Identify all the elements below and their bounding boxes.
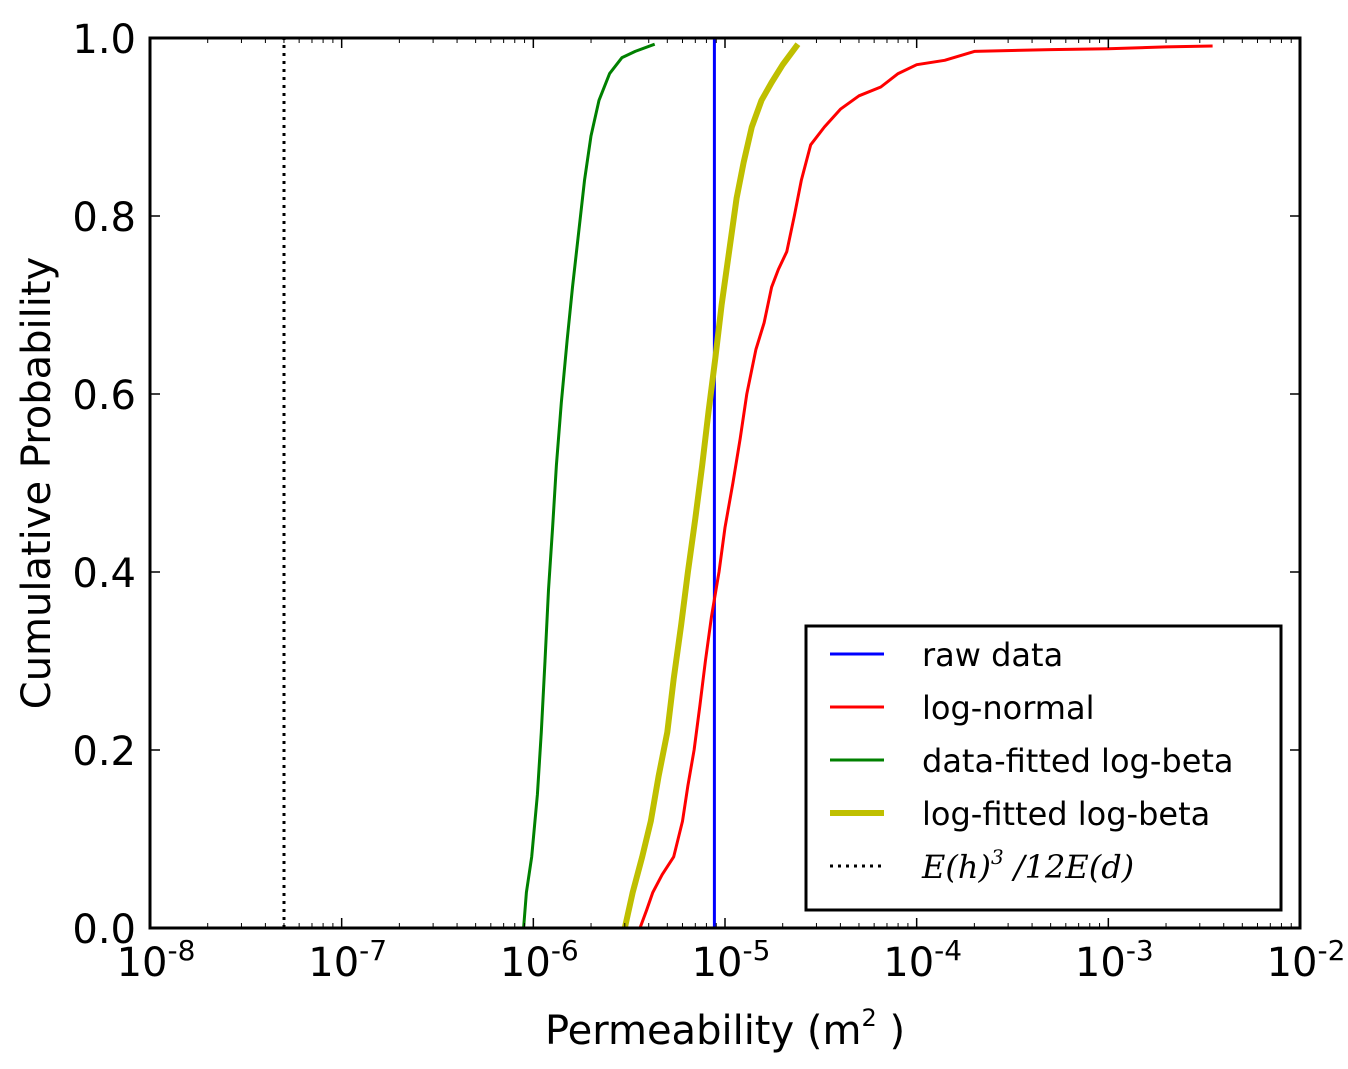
x-tick-label-3: 10-5: [692, 934, 771, 986]
x-tick-base: 10: [692, 940, 743, 986]
ticks-layer: [149, 37, 1301, 929]
series-line-3: [621, 42, 801, 929]
x-tick-label-4: 10-4: [883, 934, 962, 986]
series-line-1: [638, 44, 1213, 929]
legend-math-main: E(h): [921, 848, 991, 886]
legend: raw data log-normal data-fitted log-beta lo…: [804, 624, 1283, 912]
legend-math-rest: /12E(d): [1004, 848, 1134, 886]
legend-label-3: log-fitted log-beta: [922, 795, 1210, 833]
x-tick-labels: 10-8 10-7 10-6 10-5 10-4 10-3 10-2: [117, 934, 1346, 986]
y-tick-label-0: 0.0: [72, 907, 136, 953]
x-tick-exponent: -8: [167, 934, 195, 967]
x-axis-label: Permeability (m2 ): [545, 1004, 905, 1054]
x-tick-exponent: -4: [934, 934, 962, 967]
x-tick-base: 10: [1075, 940, 1126, 986]
x-tick-label-1: 10-7: [308, 934, 387, 986]
legend-math-sup: 3: [991, 845, 1004, 869]
x-tick-exponent: -3: [1126, 934, 1154, 967]
y-tick-label-1: 0.2: [72, 729, 136, 775]
x-tick-base: 10: [117, 940, 168, 986]
y-tick-label-4: 0.8: [72, 195, 136, 241]
y-tick-label-5: 1.0: [72, 17, 136, 63]
x-axis-label-sup: 2: [861, 1004, 876, 1032]
legend-items: raw data log-normal data-fitted log-beta lo…: [830, 636, 1234, 886]
x-axis-label-text: Permeability (m: [545, 1008, 862, 1054]
legend-label-0: raw data: [922, 636, 1063, 674]
y-tick-labels: 0.0 0.2 0.4 0.6 0.8 1.0: [72, 17, 136, 953]
legend-label-4: E(h)3 /12E(d): [921, 845, 1134, 886]
y-tick-label-3: 0.6: [72, 373, 136, 419]
x-tick-base: 10: [500, 940, 551, 986]
x-tick-exponent: -5: [742, 934, 770, 967]
x-tick-label-2: 10-6: [500, 934, 579, 986]
x-tick-exponent: -6: [551, 934, 579, 967]
x-tick-label-5: 10-3: [1075, 934, 1154, 986]
series-line-2: [522, 42, 656, 929]
legend-box: [804, 624, 1283, 912]
x-tick-label-6: 10-2: [1267, 934, 1346, 986]
x-tick-exponent: -7: [359, 934, 387, 967]
x-tick-base: 10: [308, 940, 359, 986]
legend-label-2: data-fitted log-beta: [922, 742, 1234, 780]
legend-label-1: log-normal: [922, 689, 1094, 727]
y-axis-label: Cumulative Probability: [14, 257, 60, 709]
series-layer: [282, 38, 1213, 929]
x-tick-exponent: -2: [1317, 934, 1345, 967]
x-tick-base: 10: [883, 940, 934, 986]
x-tick-label-0: 10-8: [117, 934, 196, 986]
y-tick-label-2: 0.4: [72, 551, 136, 597]
x-axis-label-close: ): [877, 1008, 905, 1054]
x-tick-base: 10: [1267, 940, 1318, 986]
